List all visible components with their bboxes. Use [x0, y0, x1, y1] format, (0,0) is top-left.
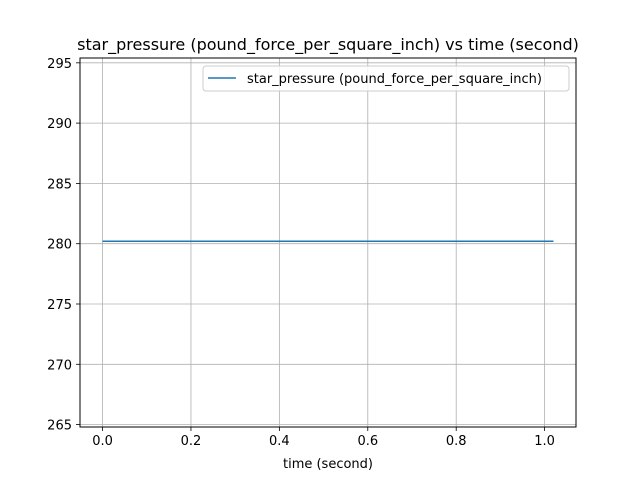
y-tick-label: 295 [47, 57, 72, 72]
x-tick-label: 1.0 [534, 434, 555, 449]
y-tick-label: 275 [47, 298, 72, 313]
chart-title: star_pressure (pound_force_per_square_in… [77, 35, 579, 55]
grid [80, 58, 576, 427]
x-tick-label: 0.8 [446, 434, 467, 449]
x-axis-ticks: 0.0 0.2 0.4 0.6 0.8 1.0 [92, 427, 555, 449]
x-tick-label: 0.2 [181, 434, 202, 449]
plot-frame [79, 57, 577, 428]
y-tick-label: 285 [47, 177, 72, 192]
y-tick-label: 280 [47, 238, 72, 253]
legend-box [202, 65, 570, 92]
x-tick-label: 0.6 [357, 434, 378, 449]
y-tick-label: 265 [47, 419, 72, 434]
y-tick-label: 290 [47, 117, 72, 132]
x-tick-label: 0.4 [269, 434, 290, 449]
y-tick-label: 270 [47, 358, 72, 373]
legend: star_pressure (pound_force_per_square_in… [202, 65, 570, 92]
legend-entry-label: star_pressure (pound_force_per_square_in… [247, 72, 542, 87]
x-axis-label: time (second) [283, 457, 373, 472]
y-axis-ticks: 265 270 275 280 285 290 295 [47, 57, 80, 434]
x-tick-label: 0.0 [92, 434, 113, 449]
